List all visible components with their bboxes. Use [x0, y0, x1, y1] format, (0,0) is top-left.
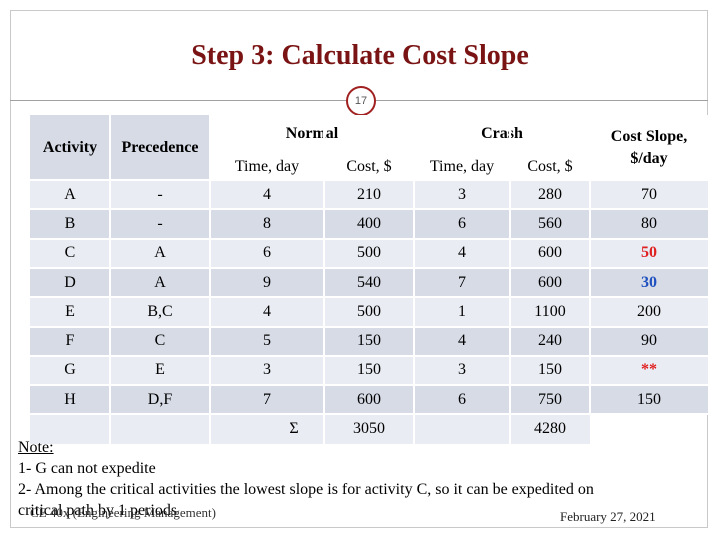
total-normal-cost: 3050: [324, 414, 414, 444]
crash-cost-cell: 600: [510, 267, 590, 298]
note-line-1: 1- G can not expedite: [18, 460, 156, 477]
crash-time-cell: 6: [414, 385, 510, 415]
normal-cost-cell: 400: [324, 209, 414, 239]
activity-cell: D: [30, 267, 110, 298]
precedence-cell: A: [110, 267, 210, 298]
normal-cost-cell: 210: [324, 180, 414, 210]
normal-time-cell: 3: [210, 355, 324, 386]
footer-date: February 27, 2021: [560, 509, 656, 524]
crash-cost-cell: 600: [510, 238, 590, 268]
header-cost-slope: Cost Slope, $/day: [590, 115, 708, 180]
normal-time-cell: 6: [210, 238, 324, 268]
grid-vline: [323, 115, 325, 444]
notes-title: Note:: [18, 439, 54, 456]
sigma-symbol: Σ: [264, 414, 324, 444]
title-rule-right: [376, 100, 708, 101]
precedence-cell: D,F: [110, 385, 210, 415]
grid-hline: [30, 354, 708, 357]
header-crash: Crash: [414, 115, 590, 153]
crash-time-cell: 4: [414, 238, 510, 268]
notes-block: Note: 1- G can not expedite 2- Among the…: [18, 437, 708, 521]
activity-cell: B: [30, 209, 110, 239]
slope-cell: 30: [590, 267, 708, 298]
crash-time-cell: 3: [414, 180, 510, 210]
grid-hline: [30, 384, 708, 387]
precedence-cell: -: [110, 180, 210, 210]
normal-time-cell: 9: [210, 267, 324, 298]
crash-cost-cell: 280: [510, 180, 590, 210]
normal-cost-cell: 500: [324, 297, 414, 327]
grid-vline: [109, 115, 111, 444]
grid-vline: [589, 115, 591, 415]
crash-time-cell: 3: [414, 355, 510, 386]
activity-cell: F: [30, 326, 110, 356]
header-crash-cost: Cost, $: [510, 153, 590, 180]
precedence-cell: C: [110, 326, 210, 356]
precedence-cell: A: [110, 238, 210, 268]
header-normal-cost: Cost, $: [324, 153, 414, 180]
crash-cost-cell: 750: [510, 385, 590, 415]
slope-cell: 200: [590, 297, 708, 327]
grid-hline: [30, 208, 708, 211]
slide-title: Step 3: Calculate Cost Slope: [191, 40, 529, 71]
note-line-2: 2- Among the critical activities the low…: [18, 481, 594, 498]
total-crash-cost: 4280: [510, 414, 590, 444]
normal-time-cell: 8: [210, 209, 324, 239]
grid-vline: [413, 115, 415, 444]
header-activity: Activity: [30, 115, 110, 180]
normal-time-cell: 4: [210, 180, 324, 210]
grid-vline: [209, 115, 211, 444]
precedence-cell: E: [110, 355, 210, 386]
note-line-3: critical path by 1 periods: [18, 502, 178, 519]
crash-cost-cell: 1100: [510, 297, 590, 327]
header-precedence: Precedence: [110, 115, 210, 180]
grid-hline: [30, 325, 708, 328]
crash-cost-cell: 240: [510, 326, 590, 356]
normal-cost-cell: 600: [324, 385, 414, 415]
slope-cell: 150: [590, 385, 708, 415]
crash-time-cell: 7: [414, 267, 510, 298]
crash-time-cell: 4: [414, 326, 510, 356]
normal-cost-cell: 150: [324, 355, 414, 386]
crash-cost-cell: 560: [510, 209, 590, 239]
precedence-cell: B,C: [110, 297, 210, 327]
activity-cell: C: [30, 238, 110, 268]
slope-cell: 90: [590, 326, 708, 356]
grid-hline: [30, 179, 708, 181]
header-crash-time: Time, day: [414, 153, 510, 180]
slope-cell: 80: [590, 209, 708, 239]
normal-cost-cell: 500: [324, 238, 414, 268]
normal-cost-cell: 150: [324, 326, 414, 356]
grid-vline: [509, 115, 511, 444]
activity-cell: H: [30, 385, 110, 415]
activity-cell: G: [30, 355, 110, 386]
normal-time-cell: 7: [210, 385, 324, 415]
page-number-badge: 17: [346, 86, 376, 116]
grid-hline: [30, 296, 708, 299]
grid-hline: [30, 413, 708, 416]
activity-cell: E: [30, 297, 110, 327]
slope-cell: **: [590, 355, 708, 386]
footer-course: CE 40x (Engineering Management): [30, 505, 216, 520]
normal-time-cell: 4: [210, 297, 324, 327]
crash-cost-cell: 150: [510, 355, 590, 386]
crash-time-cell: 1: [414, 297, 510, 327]
totals-crash-time-spacer: [414, 414, 510, 444]
precedence-cell: -: [110, 209, 210, 239]
header-normal: Normal: [210, 115, 414, 153]
normal-cost-cell: 540: [324, 267, 414, 298]
normal-time-cell: 5: [210, 326, 324, 356]
slope-cell: 70: [590, 180, 708, 210]
grid-hline: [30, 266, 708, 269]
activity-cell: A: [30, 180, 110, 210]
crash-time-cell: 6: [414, 209, 510, 239]
grid-hline: [30, 237, 708, 240]
header-normal-time: Time, day: [210, 153, 324, 180]
slope-cell: 50: [590, 238, 708, 268]
title-rule-left: [10, 100, 346, 101]
